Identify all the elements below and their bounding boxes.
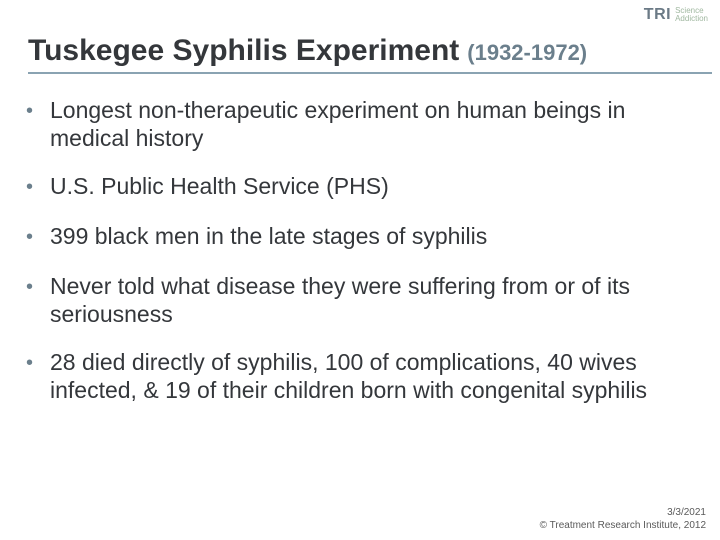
bullet-icon: • <box>26 222 50 252</box>
bullet-list: • Longest non-therapeutic experiment on … <box>26 96 700 424</box>
logo-text-main: TRI <box>644 6 671 24</box>
bullet-icon: • <box>26 272 50 302</box>
bullet-text: Never told what disease they were suffer… <box>50 272 700 328</box>
bullet-text: 28 died directly of syphilis, 100 of com… <box>50 348 700 404</box>
slide-footer: 3/3/2021 © Treatment Research Institute,… <box>540 506 706 532</box>
logo: TRI Science Addiction <box>644 6 708 24</box>
list-item: • 28 died directly of syphilis, 100 of c… <box>26 348 700 404</box>
slide-title: Tuskegee Syphilis Experiment <box>28 34 459 68</box>
logo-text-sub: Science Addiction <box>675 7 708 23</box>
logo-line2: Addiction <box>675 15 708 23</box>
list-item: • U.S. Public Health Service (PHS) <box>26 172 700 202</box>
footer-copyright: © Treatment Research Institute, 2012 <box>540 519 706 532</box>
slide-title-row: Tuskegee Syphilis Experiment (1932-1972) <box>28 34 712 74</box>
footer-date: 3/3/2021 <box>540 506 706 519</box>
slide-title-years: (1932-1972) <box>467 40 587 66</box>
bullet-text: U.S. Public Health Service (PHS) <box>50 172 389 200</box>
bullet-icon: • <box>26 348 50 378</box>
bullet-text: 399 black men in the late stages of syph… <box>50 222 487 250</box>
bullet-text: Longest non-therapeutic experiment on hu… <box>50 96 700 152</box>
list-item: • Longest non-therapeutic experiment on … <box>26 96 700 152</box>
bullet-icon: • <box>26 96 50 126</box>
list-item: • Never told what disease they were suff… <box>26 272 700 328</box>
bullet-icon: • <box>26 172 50 202</box>
list-item: • 399 black men in the late stages of sy… <box>26 222 700 252</box>
